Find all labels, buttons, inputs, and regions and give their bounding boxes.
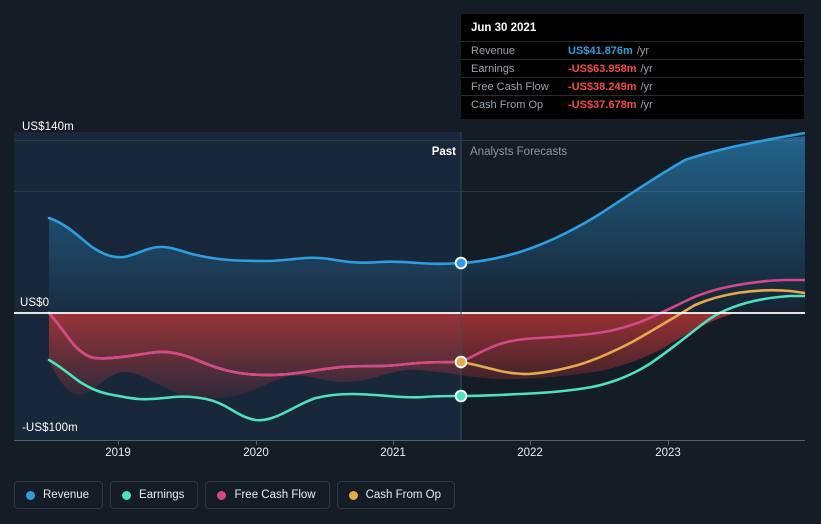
tooltip-unit-revenue: /yr — [636, 44, 650, 57]
series-lines — [47, 132, 805, 422]
chart-legend: Revenue Earnings Free Cash Flow Cash Fro… — [14, 481, 456, 509]
x-axis-label-2019: 2019 — [105, 447, 131, 459]
legend-label-earnings: Earnings — [139, 489, 185, 501]
legend-item-earnings[interactable]: Earnings — [110, 481, 199, 509]
line-revenue — [47, 132, 805, 266]
tooltip-value-cash-from-op: -US$37.678m — [568, 98, 637, 111]
analysts-forecasts-label: Analysts Forecasts — [470, 146, 568, 158]
y-axis-label-zero: US$0 — [20, 297, 50, 309]
legend-dot-cash-from-op-icon — [348, 490, 358, 500]
tooltip-label-revenue: Revenue — [471, 44, 516, 57]
tooltip-date: Jun 30 2021 — [471, 22, 537, 34]
marker-revenue[interactable] — [454, 256, 468, 270]
x-axis-ticks — [118, 440, 669, 445]
x-axis-label-2022: 2022 — [517, 447, 543, 459]
legend-dot-earnings-icon — [122, 490, 132, 500]
area-negative — [49, 313, 805, 400]
x-axis-label-2020: 2020 — [243, 447, 269, 459]
legend-label-cash-from-op: Cash From Op — [365, 489, 442, 501]
line-earnings — [47, 294, 805, 422]
area-revenue — [49, 136, 805, 313]
legend-dot-free-cash-flow-icon — [217, 490, 227, 500]
past-label: Past — [431, 146, 456, 158]
tooltip-label-free-cash-flow: Free Cash Flow — [471, 80, 549, 93]
marker-earnings[interactable] — [454, 389, 468, 403]
series-areas — [49, 136, 805, 400]
tooltip-row-cash-from-op: Cash From Op -US$37.678m /yr — [461, 95, 804, 113]
tooltip-unit-free-cash-flow: /yr — [640, 80, 653, 93]
tooltip-label-earnings: Earnings — [471, 62, 515, 75]
data-tooltip: Jun 30 2021 Revenue US$41.876m /yr Earni… — [461, 14, 804, 119]
x-axis-label-2021: 2021 — [380, 447, 406, 459]
tooltip-row-revenue: Revenue US$41.876m /yr — [461, 41, 804, 59]
tooltip-label-cash-from-op: Cash From Op — [471, 98, 544, 111]
tooltip-unit-earnings: /yr — [640, 62, 653, 75]
tooltip-row-free-cash-flow: Free Cash Flow -US$38.249m /yr — [461, 77, 804, 95]
line-free-cash-flow — [47, 278, 805, 377]
legend-label-free-cash-flow: Free Cash Flow — [234, 489, 316, 501]
tooltip-value-earnings: -US$63.958m — [568, 62, 637, 75]
y-axis-label-bottom: -US$100m — [22, 422, 78, 434]
data-point-markers[interactable] — [454, 256, 468, 403]
legend-dot-revenue-icon — [26, 490, 35, 500]
x-axis-label-2023: 2023 — [655, 447, 681, 459]
legend-item-cash-from-op[interactable]: Cash From Op — [336, 481, 456, 509]
legend-label-revenue: Revenue — [43, 489, 90, 501]
y-axis-label-top: US$140m — [22, 121, 74, 133]
tooltip-value-free-cash-flow: -US$38.249m — [568, 80, 637, 93]
tooltip-row-earnings: Earnings -US$63.958m /yr — [461, 59, 804, 77]
legend-item-free-cash-flow[interactable]: Free Cash Flow — [205, 481, 330, 509]
tooltip-value-revenue: US$41.876m — [568, 44, 633, 57]
legend-item-revenue[interactable]: Revenue — [14, 481, 104, 509]
tooltip-unit-cash-from-op: /yr — [640, 98, 653, 111]
marker-cash-from-op[interactable] — [454, 355, 468, 369]
